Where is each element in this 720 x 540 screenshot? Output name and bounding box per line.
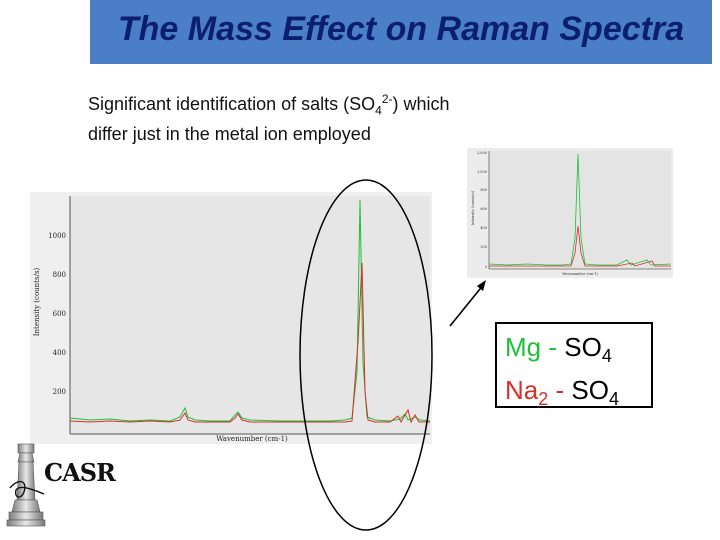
arrow-to-inset <box>449 280 486 327</box>
legend-na-label: Na <box>505 375 539 406</box>
x-axis-label: Wavenumber (cm-1) <box>216 435 288 443</box>
logo-text: CASR <box>44 458 116 487</box>
subtitle-line2: differ just in the metal ion employed <box>88 123 371 144</box>
subtitle-text-after: ) which <box>392 94 450 114</box>
inset-red-trace <box>489 225 671 267</box>
legend-na-sub: 2 <box>538 389 549 410</box>
plot-area <box>70 196 430 434</box>
slide-subtitle: Significant identification of salts (SO4… <box>88 88 518 146</box>
inset-y-axis-label: Intensity (counts/s) <box>471 190 475 225</box>
chess-piece-logo-icon <box>6 443 46 527</box>
compound-legend: Mg - SO4 Na2 - SO4 <box>495 322 653 409</box>
y-axis-label: Intensity (counts/s) <box>33 267 41 336</box>
legend-mg-label: Mg - <box>505 332 565 362</box>
title-bar: The Mass Effect on Raman Spectra <box>90 0 712 64</box>
inset-y-tick-label: 800 <box>480 188 487 192</box>
inset-y-tick-label: 200 <box>480 245 487 249</box>
green-spectrum-trace <box>69 199 431 422</box>
y-tick-label: 200 <box>53 388 66 396</box>
inset-green-trace <box>488 153 672 266</box>
legend-na-line: Na2 - SO4 <box>505 373 651 416</box>
y-tick-label: 1000 <box>48 232 66 240</box>
subtitle-sub: 4 <box>375 103 382 118</box>
subtitle-sup: 2- <box>381 92 393 106</box>
y-tick-label: 800 <box>53 271 66 279</box>
main-spectrum-chart: 1000 800 600 400 200 Intensity (counts/s… <box>30 192 432 444</box>
inset-spectrum-chart: 2,000 1,000 800 600 400 200 0 Intensity … <box>467 148 673 278</box>
legend-mg-line: Mg - SO4 <box>505 330 651 373</box>
legend-mg-formula: SO <box>564 332 602 362</box>
inset-y-tick-label: 0 <box>485 265 487 269</box>
inset-y-tick-label: 400 <box>480 226 487 230</box>
red-spectrum-trace <box>69 262 430 424</box>
peak-highlight-ellipse <box>299 179 433 531</box>
y-tick-label: 600 <box>53 310 66 318</box>
legend-na-sub2: 4 <box>608 389 619 410</box>
y-tick-label: 400 <box>53 349 66 357</box>
slide-title: The Mass Effect on Raman Spectra <box>117 10 685 48</box>
legend-na-formula: SO <box>571 375 609 406</box>
inset-y-tick-label: 1,000 <box>477 170 487 174</box>
inset-x-axis-label: Wavenumber (cm-1) <box>562 272 598 276</box>
subtitle-text-before: Significant identification of salts (SO <box>88 94 376 114</box>
legend-na-dash: - <box>548 375 572 406</box>
legend-mg-sub: 4 <box>601 346 612 367</box>
inset-y-tick-label: 2,000 <box>477 151 487 155</box>
inset-y-tick-label: 600 <box>480 207 487 211</box>
